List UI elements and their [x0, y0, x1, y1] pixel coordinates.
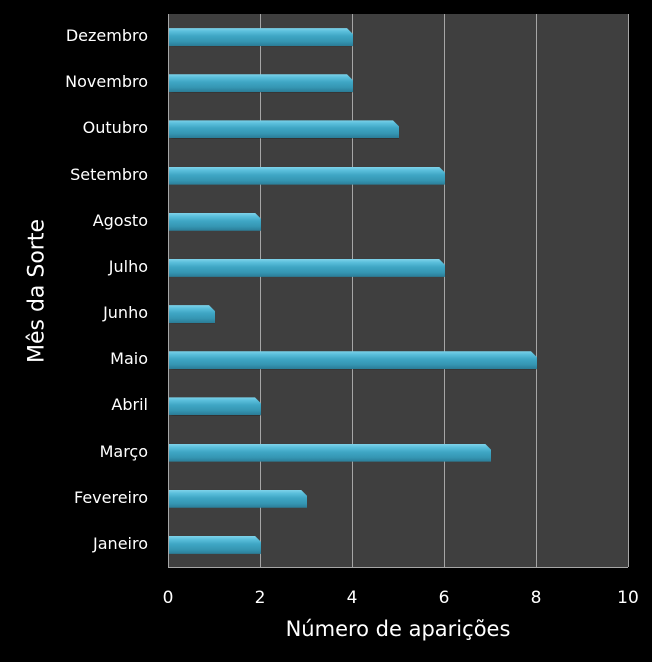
- bar-agosto: [169, 213, 261, 231]
- x-tick-label: 4: [346, 588, 358, 608]
- y-axis-title: Mês da Sorte: [24, 218, 50, 364]
- bar-julho: [169, 259, 445, 277]
- bar-novembro: [169, 74, 353, 92]
- gridline: [260, 14, 261, 567]
- y-tick-label: Junho: [103, 303, 148, 323]
- x-tick-label: 2: [254, 588, 266, 608]
- y-tick-label: Janeiro: [93, 533, 148, 553]
- x-tick-label: 0: [162, 588, 174, 608]
- y-tick-label: Dezembro: [65, 26, 148, 46]
- x-axis-title: Número de aparições: [285, 617, 511, 641]
- y-tick-label: Abril: [111, 395, 148, 415]
- gridline: [444, 14, 445, 567]
- x-tick-label: 10: [617, 588, 639, 608]
- gridline: [352, 14, 353, 567]
- y-tick-label: Novembro: [65, 72, 148, 92]
- bar-junho: [169, 305, 215, 323]
- bar-setembro: [169, 167, 445, 185]
- y-tick-label: Setembro: [70, 164, 148, 184]
- bar-dezembro: [169, 28, 353, 46]
- y-tick-label: Julho: [108, 256, 148, 276]
- y-tick-label: Maio: [110, 349, 148, 369]
- bar-fevereiro: [169, 490, 307, 508]
- x-tick-label: 6: [438, 588, 450, 608]
- x-tick-label: 8: [530, 588, 542, 608]
- y-tick-label: Março: [99, 441, 148, 461]
- y-tick-label: Outubro: [82, 118, 148, 138]
- bar-janeiro: [169, 536, 261, 554]
- gridline: [628, 14, 629, 567]
- bar-outubro: [169, 120, 399, 138]
- bar-maio: [169, 351, 537, 369]
- y-tick-label: Agosto: [92, 210, 148, 230]
- gridline: [536, 14, 537, 567]
- bar-março: [169, 444, 491, 462]
- bar-abril: [169, 397, 261, 415]
- y-tick-label: Fevereiro: [73, 487, 148, 507]
- plot-area: [168, 14, 629, 568]
